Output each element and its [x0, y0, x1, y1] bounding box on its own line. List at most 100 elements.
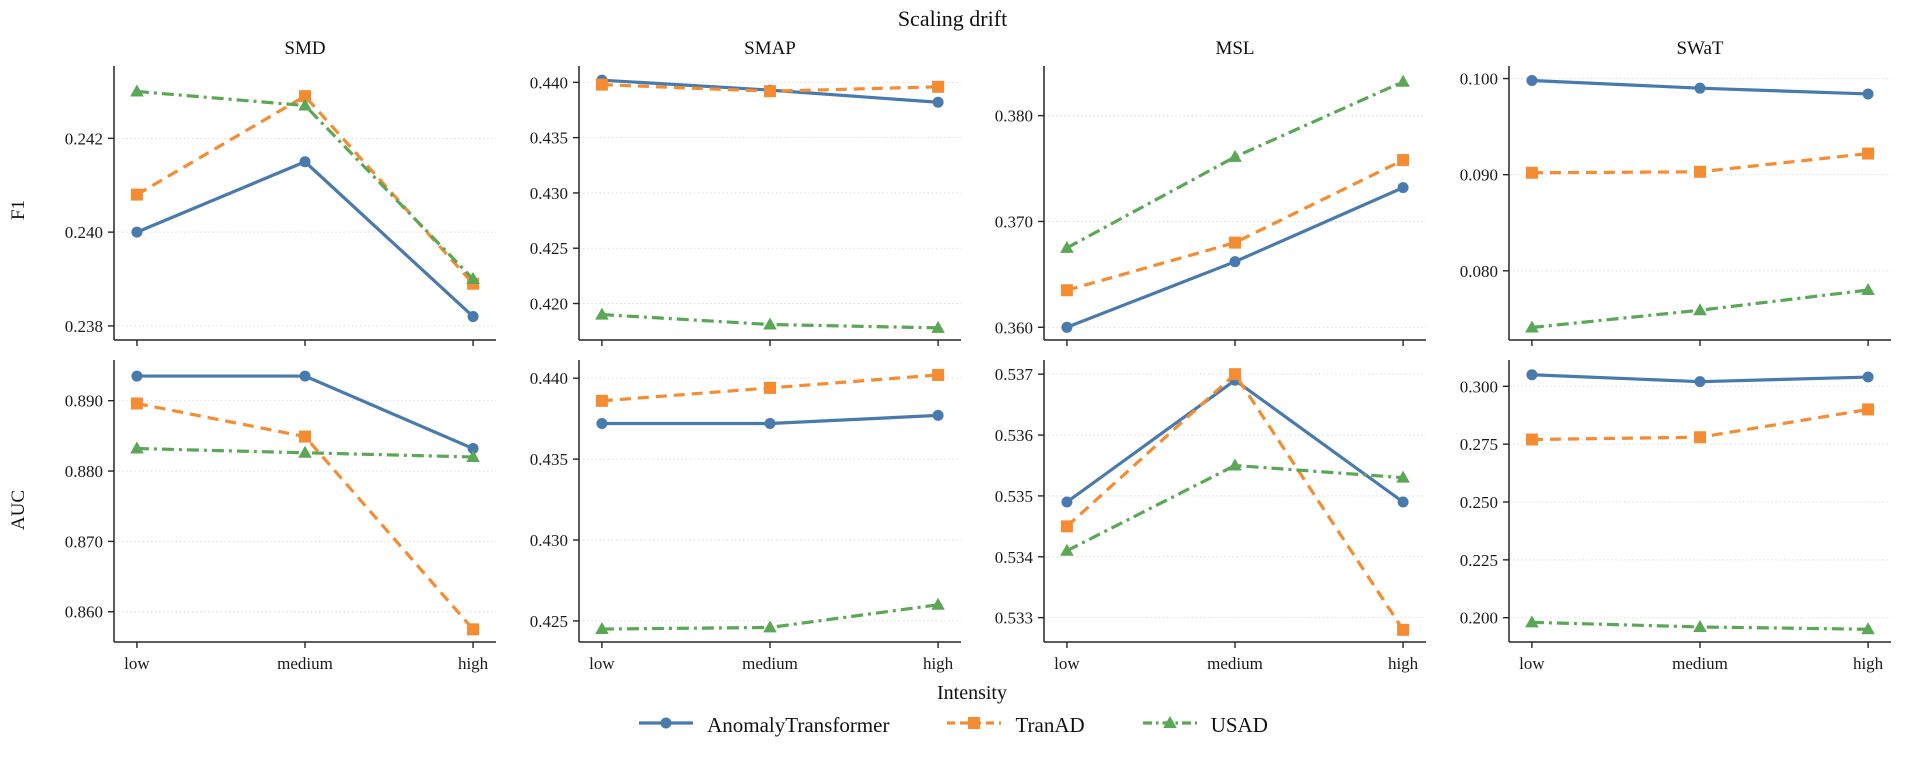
- series-usad: [595, 597, 945, 635]
- series-tranad: [1060, 154, 1410, 297]
- series-anomalytransformer: [1526, 74, 1874, 100]
- legend-label-tranad: TranAD: [1015, 713, 1085, 737]
- row-label-f1-text: F1: [7, 199, 29, 221]
- svg-text:0.535: 0.535: [995, 487, 1033, 506]
- chart-svg-smd-auc: 0.860 0.870 0.880 0.890 low medium high: [65, 360, 496, 673]
- subplot-msl-auc: 0.533 0.534 0.535 0.536 0.537 low medium high: [972, 348, 1437, 678]
- svg-text:0.435: 0.435: [530, 450, 568, 469]
- svg-text:0.536: 0.536: [995, 426, 1033, 445]
- svg-text:0.533: 0.533: [995, 609, 1033, 628]
- legend-item-usad: USAD: [1141, 712, 1268, 739]
- svg-text:0.537: 0.537: [995, 365, 1034, 384]
- subplot-title-msl: MSL: [1215, 38, 1255, 59]
- svg-text:0.225: 0.225: [1460, 551, 1498, 570]
- series-tranad: [130, 90, 480, 290]
- series-anomalytransformer: [596, 409, 944, 430]
- series-anomalytransformer: [1061, 182, 1409, 333]
- series-anomalytransformer: [1526, 369, 1874, 388]
- chart-msl-f1: 0.360 0.370 0.380: [972, 64, 1437, 353]
- svg-text:high: high: [458, 654, 489, 673]
- chart-svg-msl-auc: 0.533 0.534 0.535 0.536 0.537 low medium high: [995, 360, 1426, 673]
- y-axis-ticks: 0.425 0.430 0.435 0.440: [530, 369, 579, 631]
- gridlines: [579, 377, 961, 622]
- svg-text:0.380: 0.380: [995, 107, 1033, 126]
- series-usad: [1525, 615, 1875, 635]
- svg-text:0.200: 0.200: [1460, 609, 1498, 628]
- subplot-swat-f1: SWaT 0.080 0.090 0.100: [1437, 38, 1902, 348]
- subplot-swat-auc: 0.200 0.225 0.250 0.275 0.300 low medium high: [1437, 348, 1902, 678]
- subplot-smap-f1: SMAP 0.420 0.425 0.430 0.435 0.440: [507, 38, 972, 348]
- chart-svg-smap-f1: 0.420 0.425 0.430 0.435 0.440: [530, 66, 961, 346]
- series-usad: [1060, 458, 1410, 556]
- chart-svg-msl-f1: 0.360 0.370 0.380: [995, 66, 1426, 346]
- series-tranad: [595, 78, 945, 98]
- gridlines: [1509, 385, 1891, 619]
- y-axis-ticks: 0.200 0.225 0.250 0.275 0.300: [1460, 377, 1509, 628]
- series-usad: [130, 441, 480, 462]
- row-label-auc: AUC: [2, 370, 36, 650]
- series-anomalytransformer: [1061, 374, 1409, 508]
- legend-label-usad: USAD: [1210, 713, 1268, 737]
- svg-text:medium: medium: [1672, 654, 1728, 673]
- subplot-title-smd: SMD: [284, 38, 326, 59]
- svg-text:0.880: 0.880: [65, 462, 103, 481]
- subplot-title-swat: SWaT: [1676, 38, 1724, 59]
- series-tranad: [595, 368, 945, 407]
- svg-text:0.250: 0.250: [1460, 493, 1498, 512]
- chart-smap-f1: 0.420 0.425 0.430 0.435 0.440: [507, 64, 972, 353]
- x-axis-ticks: [601, 340, 939, 346]
- chart-svg-swat-auc: 0.200 0.225 0.250 0.275 0.300 low medium high: [1460, 360, 1891, 673]
- y-axis-ticks: 0.533 0.534 0.535 0.536 0.537: [995, 365, 1044, 628]
- svg-text:medium: medium: [277, 654, 333, 673]
- x-axis-ticks: [1066, 340, 1404, 346]
- row-label-f1: F1: [2, 70, 36, 350]
- x-axis-ticks: [136, 340, 474, 346]
- series-usad: [130, 84, 480, 285]
- series-tranad: [1525, 147, 1875, 179]
- chart-swat-auc: 0.200 0.225 0.250 0.275 0.300 low medium high: [1437, 348, 1902, 683]
- subplot-msl-f1: MSL 0.360 0.370 0.380: [972, 38, 1437, 348]
- subplot-smd-auc: 0.860 0.870 0.880 0.890 low medium high: [42, 348, 507, 678]
- legend-line-circle-icon: [637, 712, 695, 739]
- svg-text:low: low: [589, 654, 615, 673]
- chart-svg-swat-f1: 0.080 0.090 0.100: [1460, 66, 1891, 346]
- svg-text:0.425: 0.425: [530, 612, 568, 631]
- svg-text:medium: medium: [742, 654, 798, 673]
- chart-smd-f1: 0.238 0.240 0.242: [42, 64, 507, 353]
- svg-text:high: high: [1853, 654, 1884, 673]
- svg-text:0.238: 0.238: [65, 317, 103, 336]
- x-axis-ticks: low medium high: [1054, 642, 1419, 673]
- svg-text:medium: medium: [1207, 654, 1263, 673]
- svg-text:0.090: 0.090: [1460, 166, 1498, 185]
- series-anomalytransformer: [131, 370, 479, 455]
- svg-text:high: high: [1388, 654, 1419, 673]
- svg-text:0.890: 0.890: [65, 392, 103, 411]
- subplot-smap-auc: 0.425 0.430 0.435 0.440 low medium high: [507, 348, 972, 678]
- series-tranad: [130, 397, 480, 636]
- svg-text:0.430: 0.430: [530, 184, 568, 203]
- chart-svg-smd-f1: 0.238 0.240 0.242: [65, 66, 496, 346]
- series-usad: [595, 307, 945, 333]
- x-axis-ticks: [1531, 340, 1869, 346]
- svg-text:low: low: [1054, 654, 1080, 673]
- subplot-grid: SMD 0.238 0.240 0.242 SMAP 0.420 0.425 0.430…: [42, 38, 1902, 678]
- chart-svg-smap-auc: 0.425 0.430 0.435 0.440 low medium high: [530, 360, 961, 673]
- x-axis-label: Intensity: [937, 682, 1007, 704]
- svg-text:0.080: 0.080: [1460, 262, 1498, 281]
- legend-line-triangle-icon: [1141, 712, 1199, 739]
- y-axis-ticks: 0.238 0.240 0.242: [65, 129, 114, 336]
- y-axis-ticks: 0.860 0.870 0.880 0.890: [65, 392, 114, 622]
- figure-title: Scaling drift: [897, 6, 1008, 31]
- chart-swat-f1: 0.080 0.090 0.100: [1437, 64, 1902, 353]
- x-axis-ticks: low medium high: [589, 642, 954, 673]
- y-axis-ticks: 0.360 0.370 0.380: [995, 107, 1044, 337]
- x-axis-ticks: low medium high: [124, 642, 489, 673]
- x-axis-ticks: low medium high: [1519, 642, 1884, 673]
- svg-text:0.242: 0.242: [65, 129, 103, 148]
- svg-text:0.440: 0.440: [530, 73, 568, 92]
- svg-text:0.360: 0.360: [995, 318, 1033, 337]
- svg-text:high: high: [923, 654, 954, 673]
- gridlines: [1044, 115, 1426, 328]
- svg-text:0.860: 0.860: [65, 603, 103, 622]
